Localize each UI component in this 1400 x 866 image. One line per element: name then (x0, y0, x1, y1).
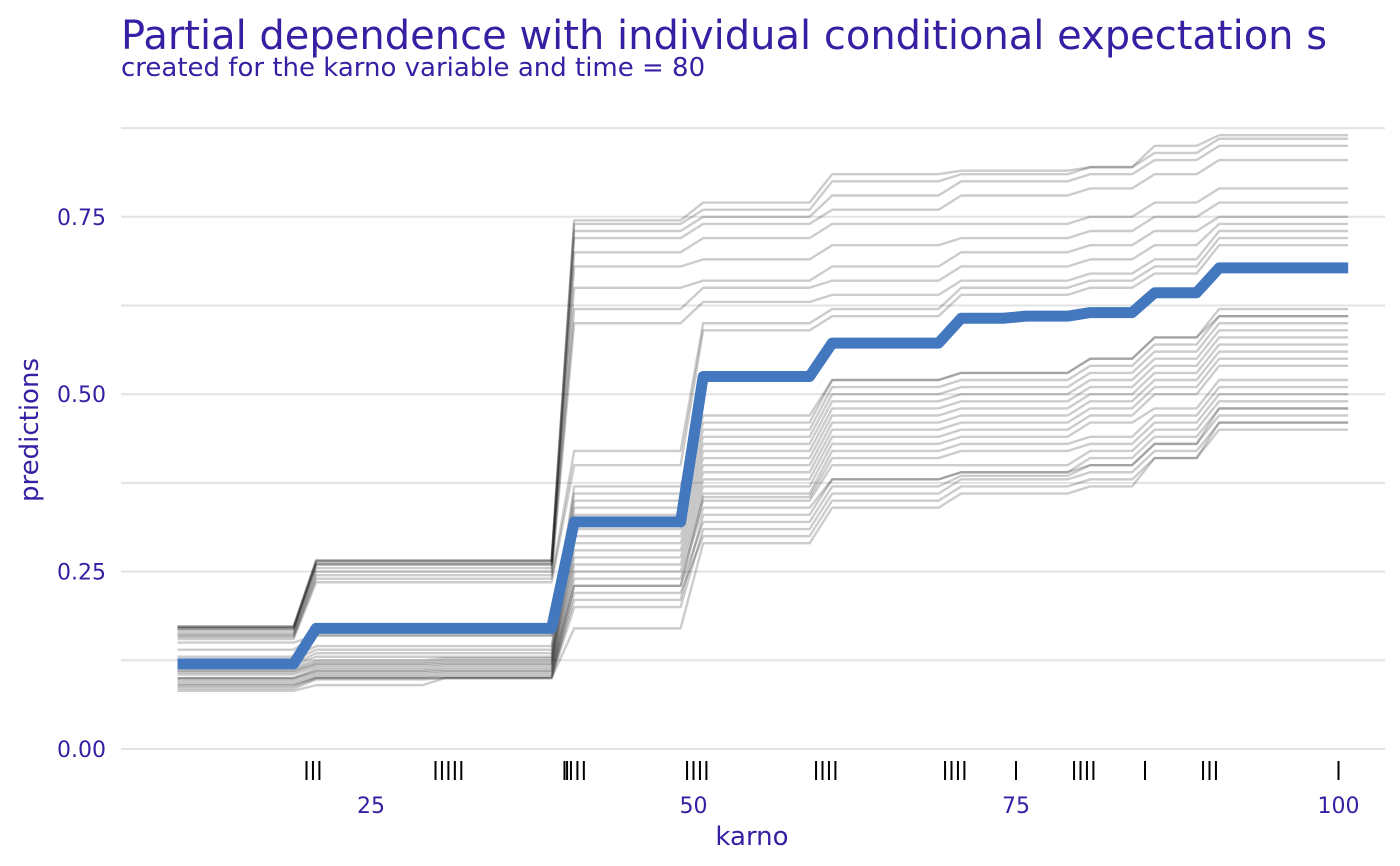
ice-curve-25 (177, 215, 1349, 634)
ice-curve-30 (177, 137, 1349, 629)
ice-curve-10 (177, 378, 1349, 676)
ice-curve-3 (177, 421, 1349, 690)
ice-curve-20 (177, 307, 1349, 644)
ice-curve-13 (177, 350, 1349, 671)
ice-curve-7 (177, 400, 1349, 681)
ice-curve-16 (177, 329, 1349, 666)
ice-curve-4 (177, 414, 1349, 688)
ice-curve-2 (177, 421, 1349, 687)
y-axis-title: predictions (15, 358, 45, 502)
y-tick-label: 0.50 (57, 383, 106, 408)
chart-subtitle: created for the karno variable and time … (121, 53, 706, 83)
ice-curve-12 (177, 357, 1349, 673)
ice-curve-11 (177, 364, 1349, 674)
ice-curve-31 (177, 133, 1349, 628)
ice-curve-1 (177, 428, 1349, 693)
chart-title: Partial dependence with individual condi… (121, 13, 1328, 59)
y-tick-label: 0.75 (57, 206, 106, 231)
ice-curve-8 (177, 393, 1349, 680)
ice-curve-27 (177, 187, 1349, 630)
ice-curve-29 (177, 144, 1349, 629)
ice-curve-19 (177, 314, 1349, 651)
ice-curve-15 (177, 336, 1349, 667)
x-tick-label: 25 (357, 794, 385, 819)
ice-curve-9 (177, 385, 1349, 680)
ice-curve-21 (177, 243, 1349, 641)
y-tick-label: 0.25 (57, 561, 106, 586)
x-tick-label: 75 (1002, 794, 1030, 819)
ice-curve-26 (177, 201, 1349, 631)
x-axis-title: karno (715, 822, 788, 852)
ice-curve-24 (177, 222, 1349, 636)
x-tick-label: 50 (680, 794, 708, 819)
ice-curve-6 (177, 407, 1349, 683)
ice-curve-17 (177, 322, 1349, 662)
pd-mean-line (177, 262, 1349, 670)
ice-curve-5 (177, 407, 1349, 685)
ice-curve-14 (177, 343, 1349, 669)
x-tick-label: 100 (1318, 794, 1360, 819)
ice-curve-23 (177, 229, 1349, 637)
ice-curve-22 (177, 236, 1349, 639)
ice-curve-28 (177, 158, 1349, 630)
y-tick-label: 0.00 (57, 738, 106, 763)
ice-curve-18 (177, 314, 1349, 658)
